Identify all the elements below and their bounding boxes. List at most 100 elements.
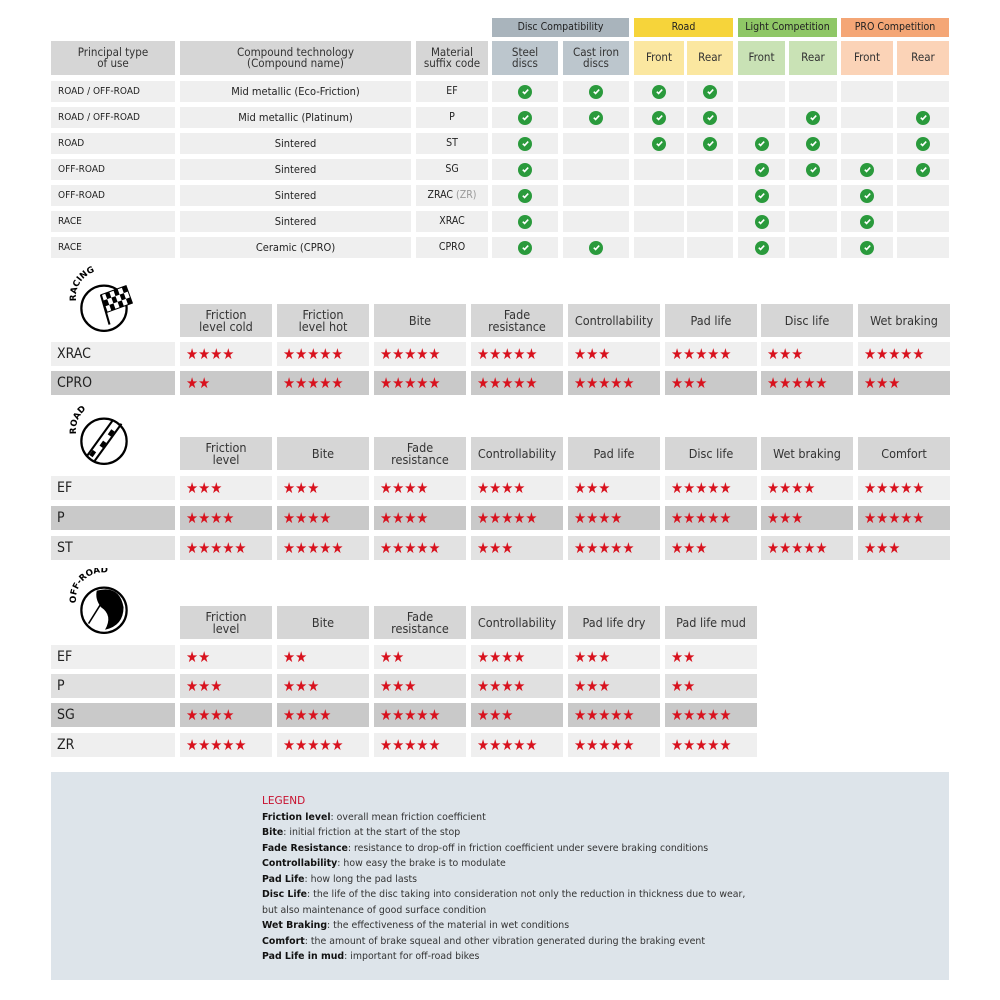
column-header: Rear [687, 41, 733, 75]
rating-header: Fade resistance [374, 437, 466, 470]
rating-header: Disc life [665, 437, 757, 470]
compat-cell [634, 133, 684, 154]
compat-cell [738, 159, 785, 180]
row-code: CPRO [51, 371, 175, 395]
check-circle-icon [860, 162, 874, 177]
star-rating: ★★★★★ [858, 476, 950, 500]
legend-term: Friction level [262, 811, 331, 823]
check-circle-icon [589, 240, 603, 255]
compat-cell [897, 81, 949, 102]
star-rating: ★★★ [761, 342, 853, 366]
rating-header: Fade resistance [471, 304, 563, 337]
legend-item: Pad Life: how long the pad lasts [262, 872, 745, 888]
check-circle-icon [518, 240, 532, 255]
star-rating: ★★★ [858, 536, 950, 560]
code-cell: XRAC [416, 211, 488, 232]
legend-desc: : important for off-road bikes [344, 951, 480, 962]
legend-title: LEGEND [262, 795, 306, 807]
star-rating: ★★★★★ [568, 703, 660, 727]
compat-cell [841, 185, 893, 206]
rating-header: Controllability [471, 606, 563, 639]
check-circle-icon [806, 110, 820, 125]
star-rating: ★★★★ [374, 476, 466, 500]
star-rating: ★★★★ [180, 506, 272, 530]
star-rating: ★★★★★ [277, 371, 369, 395]
column-header: Front [841, 41, 893, 75]
row-code: ZR [51, 733, 175, 757]
compat-cell [634, 159, 684, 180]
check-circle-icon [652, 136, 666, 151]
check-circle-icon [703, 84, 717, 99]
compat-cell [789, 159, 837, 180]
star-rating: ★★★★ [180, 342, 272, 366]
star-rating: ★★★★★ [180, 536, 272, 560]
code-alias: (ZR) [456, 189, 477, 201]
compat-cell [738, 185, 785, 206]
star-rating: ★★★★ [180, 703, 272, 727]
compat-cell [634, 211, 684, 232]
check-circle-icon [754, 188, 769, 203]
code-cell: CPRO [416, 237, 488, 258]
compat-cell [789, 133, 837, 154]
star-rating: ★★★★★ [665, 703, 757, 727]
check-circle-icon [518, 110, 532, 125]
compat-cell [687, 81, 733, 102]
compat-cell [897, 133, 949, 154]
column-header: Steel discs [492, 41, 558, 75]
rating-header: Disc life [761, 304, 853, 337]
rating-header: Wet braking [858, 304, 950, 337]
star-rating: ★★★ [568, 645, 660, 669]
row-code: P [51, 674, 175, 698]
star-rating: ★★★ [374, 674, 466, 698]
use-cell: ROAD / OFF-ROAD [51, 81, 175, 102]
compat-cell [897, 107, 949, 128]
compat-cell [738, 107, 785, 128]
check-circle-icon [916, 110, 930, 125]
compound-cell: Sintered [180, 211, 411, 232]
row-code: SG [51, 703, 175, 727]
star-rating: ★★★ [665, 536, 757, 560]
star-rating: ★★★★ [471, 645, 563, 669]
star-rating: ★★★ [277, 674, 369, 698]
star-rating: ★★★★★ [374, 536, 466, 560]
compat-cell [492, 185, 558, 206]
compat-cell [897, 159, 949, 180]
code-cell: EF [416, 81, 488, 102]
compat-cell [634, 237, 684, 258]
legend-item: Bite: initial friction at the start of t… [262, 825, 745, 841]
star-rating: ★★★★★ [471, 733, 563, 757]
star-rating: ★★★★ [277, 506, 369, 530]
row-code: XRAC [51, 342, 175, 366]
compound-cell: Mid metallic (Platinum) [180, 107, 411, 128]
compat-cell [687, 185, 733, 206]
compat-cell [492, 81, 558, 102]
compat-cell [492, 211, 558, 232]
check-circle-icon [518, 188, 532, 203]
check-circle-icon [860, 240, 874, 255]
compat-cell [687, 211, 733, 232]
star-rating: ★★★★★ [374, 733, 466, 757]
star-rating: ★★★ [568, 674, 660, 698]
legend-term: Wet Braking [262, 920, 328, 931]
check-circle-icon [916, 136, 930, 151]
star-rating: ★★★ [180, 476, 272, 500]
legend-term: Bite [262, 827, 284, 838]
compat-cell [563, 237, 629, 258]
group-header: PRO Competition [841, 18, 949, 37]
star-rating: ★★★★★ [761, 536, 853, 560]
checkered-flag-icon: RACING [68, 265, 138, 334]
star-rating: ★★ [180, 371, 272, 395]
column-header: Cast iron discs [563, 41, 629, 75]
legend-box: LEGEND Friction level: overall mean fric… [51, 772, 949, 980]
compat-cell [841, 107, 893, 128]
star-rating: ★★★★★ [471, 371, 563, 395]
star-rating: ★★★★ [761, 476, 853, 500]
rating-header: Wet braking [761, 437, 853, 470]
star-rating: ★★★ [761, 506, 853, 530]
star-rating: ★★★★★ [277, 536, 369, 560]
group-header: Disc Compatibility [492, 18, 629, 37]
rating-header: Friction level [180, 606, 272, 639]
star-rating: ★★★★★ [277, 342, 369, 366]
star-rating: ★★★ [471, 536, 563, 560]
rating-header: Friction level cold [180, 304, 272, 337]
